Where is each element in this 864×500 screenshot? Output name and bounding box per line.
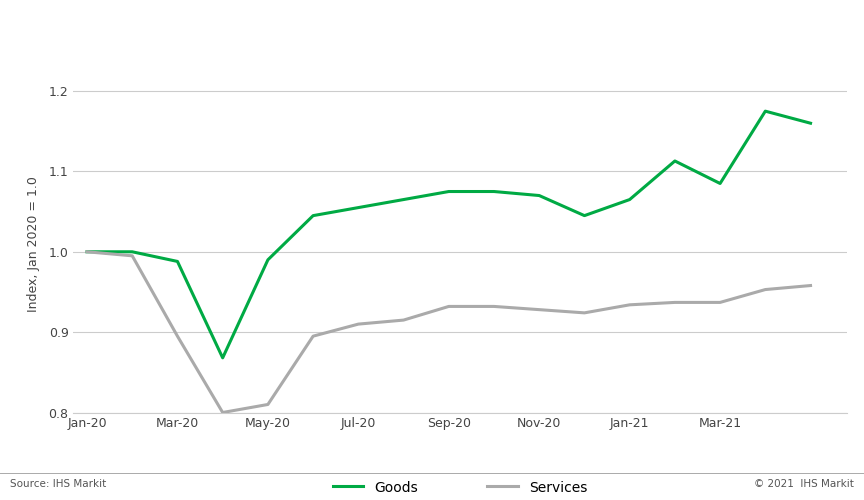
Text: © 2021  IHS Markit: © 2021 IHS Markit (753, 479, 854, 489)
Text: Source: IHS Markit: Source: IHS Markit (10, 479, 106, 489)
Legend: Goods, Services: Goods, Services (333, 480, 588, 495)
Text: Real consumer spending on goods had recovered by June 2020: Real consumer spending on goods had reco… (10, 28, 580, 43)
Y-axis label: Index, Jan 2020 = 1.0: Index, Jan 2020 = 1.0 (28, 176, 41, 312)
